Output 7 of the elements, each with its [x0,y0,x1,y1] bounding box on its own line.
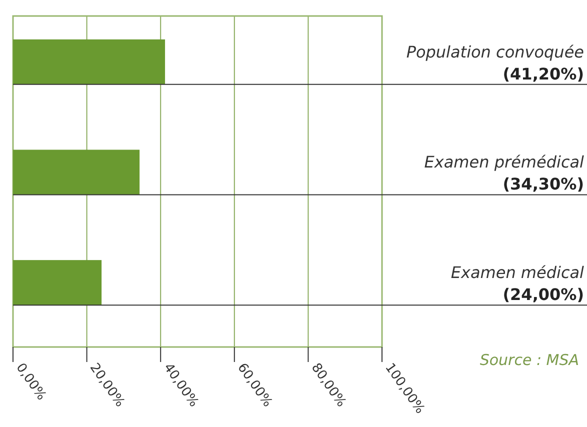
y-tick-label: Examen prémédical [424,152,585,172]
data-label: (34,30%) [502,174,584,194]
source-note: Source : MSA [480,351,579,369]
data-label: (41,20%) [502,64,584,84]
y-tick-label: Population convoquée [406,42,584,62]
data-label: (24,00%) [502,285,584,304]
y-tick-label: Examen médical [450,263,585,282]
